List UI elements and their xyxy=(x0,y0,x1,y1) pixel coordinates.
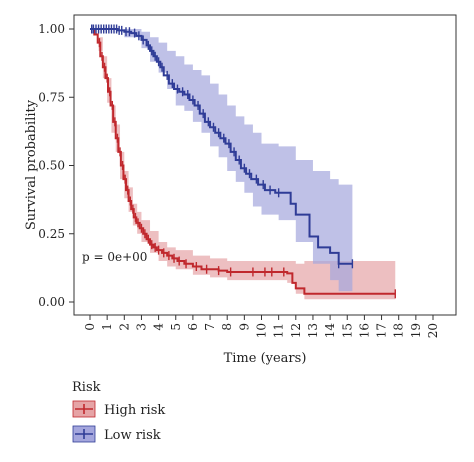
x-tick-label: 2 xyxy=(117,323,131,331)
ci-band-high-risk xyxy=(90,29,396,300)
y-axis-title: Survival probability xyxy=(24,99,39,230)
legend-label-high-risk: High risk xyxy=(104,403,165,418)
x-tick-label: 11 xyxy=(272,323,286,338)
x-tick-label: 6 xyxy=(186,323,200,331)
x-tick-label: 13 xyxy=(306,323,320,338)
x-tick-label: 12 xyxy=(289,323,303,338)
x-tick-label: 14 xyxy=(323,323,337,339)
x-tick-label: 17 xyxy=(375,323,389,338)
legend-item-low-risk: Low risk xyxy=(72,425,161,443)
x-tick-label: 8 xyxy=(220,323,234,331)
x-tick-label: 9 xyxy=(237,323,251,331)
x-tick-label: 15 xyxy=(340,323,354,338)
x-tick-label: 1 xyxy=(100,323,114,331)
y-tick-label: 1.00 xyxy=(38,22,65,36)
x-tick-label: 16 xyxy=(357,323,371,338)
x-axis-title: Time (years) xyxy=(224,351,307,366)
legend-title: Risk xyxy=(72,380,101,395)
p-value-annotation: p = 0e+00 xyxy=(82,250,147,264)
x-tick-label: 7 xyxy=(203,323,217,331)
y-tick-label: 0.75 xyxy=(38,90,65,104)
confidence-bands xyxy=(90,29,396,300)
y-tick-label: 0.25 xyxy=(38,227,65,241)
axes: 0 1 2 3 4 5 6 7 8 9 10 11 12 13 14 15 16 17 18 19 200.000.25… xyxy=(38,14,457,339)
x-tick-label: 10 xyxy=(255,323,269,338)
x-tick-label: 4 xyxy=(152,323,166,331)
ci-band-low-risk xyxy=(90,29,353,292)
y-tick-label: 0.00 xyxy=(38,295,65,309)
x-tick-label: 5 xyxy=(169,323,183,331)
x-tick-label: 18 xyxy=(392,323,406,338)
legend-label-low-risk: Low risk xyxy=(104,428,161,443)
x-tick-label: 19 xyxy=(409,323,423,338)
y-tick-label: 0.50 xyxy=(38,159,65,173)
censor-marks xyxy=(91,24,396,299)
x-tick-label: 3 xyxy=(134,323,148,331)
x-tick-label: 20 xyxy=(426,323,440,338)
legend: Risk High risk Low risk xyxy=(72,380,165,443)
x-tick-label: 0 xyxy=(83,323,97,331)
legend-item-high-risk: High risk xyxy=(72,400,165,418)
